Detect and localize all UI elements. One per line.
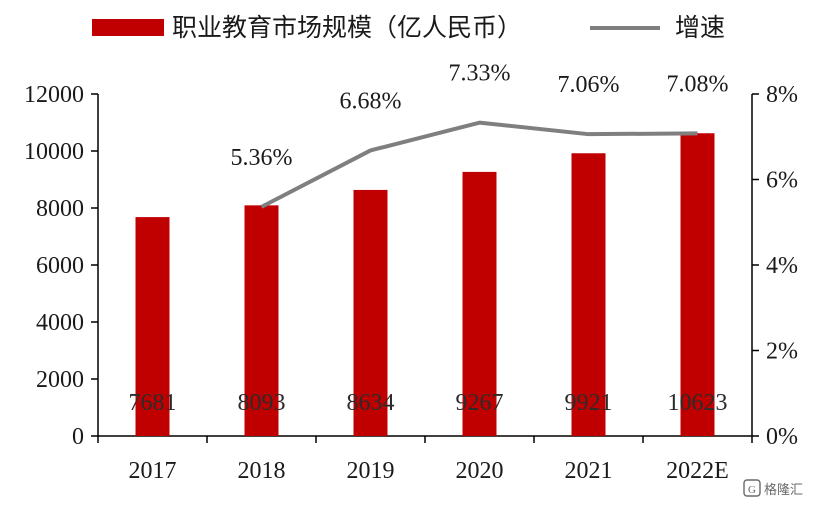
- left-axis-tick-label: 0: [72, 424, 84, 450]
- x-axis-tick-label: 2019: [347, 458, 395, 484]
- growth-rate-label: 7.08%: [667, 71, 729, 97]
- watermark-logo-icon: G: [748, 484, 756, 496]
- bar-value-label: 8093: [238, 390, 286, 416]
- bar-value-label: 9267: [456, 390, 504, 416]
- left-axis-tick-label: 4000: [36, 310, 84, 336]
- left-axis-tick-label: 12000: [24, 82, 84, 108]
- right-axis-tick-label: 2%: [766, 339, 798, 365]
- right-axis-tick-label: 8%: [766, 82, 798, 108]
- x-axis: 2017 2018 2019 2020 2021 2022E: [98, 436, 752, 484]
- bar-value-label: 8634: [347, 390, 395, 416]
- growth-rate-label: 6.68%: [340, 88, 402, 114]
- left-axis-tick-label: 2000: [36, 367, 84, 393]
- left-y-axis: 0 2000 4000 6000 8000 10000 12000: [24, 82, 98, 450]
- right-axis-tick-label: 6%: [766, 168, 798, 194]
- growth-rate-label: 5.36%: [231, 145, 293, 171]
- bar-series: [136, 133, 715, 436]
- bar-value-label: 10623: [668, 390, 728, 416]
- watermark: G 格隆汇: [744, 480, 803, 498]
- x-axis-tick-label: 2017: [129, 458, 177, 484]
- left-axis-tick-label: 8000: [36, 196, 84, 222]
- bar-value-label: 9921: [565, 390, 613, 416]
- right-axis-tick-label: 0%: [766, 424, 798, 450]
- left-axis-tick-label: 6000: [36, 253, 84, 279]
- bar-value-labels: 7681 8093 8634 9267 9921 10623: [129, 390, 728, 416]
- legend-bar-label: 职业教育市场规模（亿人民币）: [172, 13, 522, 42]
- legend-bar-swatch: [92, 19, 164, 36]
- left-axis-tick-label: 10000: [24, 139, 84, 165]
- x-axis-tick-label: 2020: [456, 458, 504, 484]
- bar-value-label: 7681: [129, 390, 177, 416]
- legend: 职业教育市场规模（亿人民币） 增速: [92, 13, 725, 42]
- watermark-text: 格隆汇: [764, 482, 803, 498]
- right-y-axis: 0% 2% 4% 6% 8%: [752, 82, 798, 450]
- legend-line-label: 增速: [675, 13, 725, 42]
- x-axis-tick-label: 2021: [565, 458, 613, 484]
- rate-value-labels: 5.36% 6.68% 7.33% 7.06% 7.08%: [231, 61, 729, 171]
- x-axis-tick-label: 2022E: [666, 458, 729, 484]
- right-axis-tick-label: 4%: [766, 253, 798, 279]
- x-axis-tick-label: 2018: [238, 458, 286, 484]
- growth-rate-label: 7.06%: [558, 72, 620, 98]
- growth-rate-label: 7.33%: [449, 61, 511, 87]
